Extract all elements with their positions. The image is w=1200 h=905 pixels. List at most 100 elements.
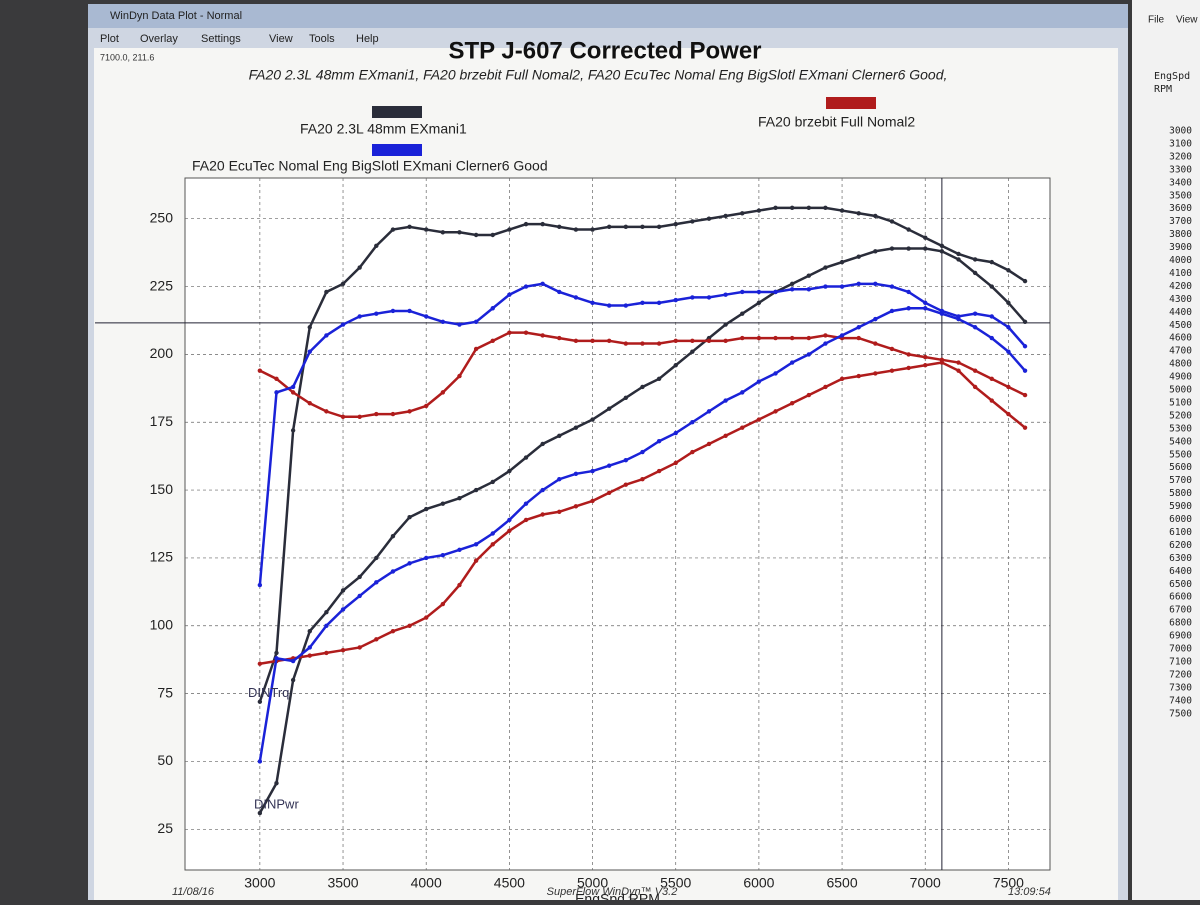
torque-line-point (490, 338, 495, 344)
torque-line-point (573, 295, 579, 300)
power-line-point (440, 553, 446, 558)
power-line-point (789, 401, 795, 406)
y-tick-label: 75 (157, 684, 173, 700)
power-line-point (673, 363, 678, 368)
power-line-point (274, 656, 279, 661)
plot-area (184, 177, 1051, 871)
side-rpm: 4200 (1169, 281, 1192, 292)
torque-line-point (673, 221, 678, 227)
torque-line-point (789, 287, 795, 292)
side-rpm: 6600 (1169, 592, 1192, 603)
power-line-point (673, 460, 678, 466)
torque-line-point (889, 219, 895, 224)
power-line-point (889, 368, 895, 373)
power-line-point (740, 390, 745, 395)
torque-line-point (839, 208, 845, 213)
power-line-point (873, 371, 878, 376)
footer-time: 13:09:54 (1008, 886, 1051, 898)
x-tick-label: 4500 (494, 875, 525, 891)
power-line-point (1006, 300, 1011, 306)
torque-line-point (390, 227, 396, 232)
window-title: WinDyn Data Plot - Normal (110, 10, 242, 22)
side-rpm: 7000 (1169, 644, 1192, 655)
x-axis-label: EngSpd RPM (575, 891, 660, 900)
side-rpm: 7100 (1169, 656, 1192, 667)
menu-item[interactable]: Help (356, 33, 379, 45)
power-line-point (856, 373, 861, 379)
torque-line-point (906, 352, 911, 357)
torque-line-point (873, 341, 878, 346)
power-line-point (972, 325, 978, 330)
side-rpm: 6100 (1169, 527, 1192, 538)
side-rpm: 3300 (1169, 164, 1192, 175)
torque-line-point (789, 205, 795, 211)
power-line-point (557, 509, 562, 514)
menu-item[interactable]: Tools (309, 33, 335, 45)
power-line-point (756, 379, 762, 384)
torque-line-point (357, 314, 362, 319)
side-rpm: 6500 (1169, 579, 1192, 590)
power-line-point (290, 658, 296, 664)
power-line-point (640, 477, 645, 482)
torque-line-point (374, 411, 379, 417)
power-line-point (340, 607, 346, 612)
side-rpm: 4900 (1169, 372, 1192, 383)
torque-line-point (823, 284, 828, 289)
torque-line-point (457, 322, 462, 327)
torque-line-point (989, 314, 994, 319)
torque-line-point (906, 227, 911, 232)
cursor-readout: 7100.0, 211.6 (100, 52, 154, 62)
torque-line-point (690, 338, 695, 344)
torque-line-point (573, 338, 579, 344)
power-line-point (740, 311, 745, 316)
power-line-point (789, 281, 795, 287)
power-line-point (257, 661, 263, 666)
side-rpm: 4700 (1169, 346, 1192, 357)
window-titlebar (88, 4, 1128, 28)
torque-line-point (557, 289, 562, 295)
power-line-point (407, 561, 412, 566)
menu-item[interactable]: Plot (100, 33, 119, 45)
torque-line-point (806, 205, 811, 211)
torque-line-point (540, 281, 545, 287)
x-tick-label: 4000 (411, 875, 442, 891)
torque-line-point (623, 224, 629, 230)
menu-item[interactable]: Overlay (140, 33, 178, 45)
side-rpm: 5200 (1169, 410, 1192, 421)
torque-line-point (1006, 325, 1011, 330)
menu-item[interactable]: View (269, 33, 293, 45)
side-rpm: 4600 (1169, 333, 1192, 344)
menu-item[interactable]: Settings (201, 33, 241, 45)
side-rpm: 5900 (1169, 501, 1192, 512)
torque-line-point (274, 390, 279, 395)
torque-line-point (989, 259, 994, 265)
power-line-point (590, 498, 595, 504)
power-line-point (307, 645, 312, 650)
torque-line-point (440, 390, 446, 395)
power-line-point (590, 468, 595, 474)
torque-line-point (923, 354, 928, 360)
power-line-point (257, 810, 263, 816)
torque-line-point (956, 360, 961, 365)
torque-line-point (290, 428, 296, 433)
power-line-point (357, 593, 362, 599)
power-line-point (889, 308, 895, 314)
power-line-point (723, 398, 728, 403)
torque-line-point (473, 346, 479, 352)
torque-line-point (690, 219, 695, 224)
side-rpm: 5800 (1169, 488, 1192, 499)
power-line-point (557, 477, 562, 482)
power-line-point (839, 333, 845, 338)
legend-swatch (372, 144, 422, 156)
side-rpm: 7300 (1169, 682, 1192, 693)
power-line-point (806, 273, 811, 278)
power-line-point (490, 479, 495, 485)
power-line-point (473, 558, 479, 563)
torque-line-point (723, 292, 728, 297)
power-line-point (407, 515, 412, 520)
torque-line-point (307, 349, 312, 354)
power-line-point (923, 363, 928, 368)
power-line-point (673, 430, 678, 436)
torque-line-point (706, 338, 712, 344)
